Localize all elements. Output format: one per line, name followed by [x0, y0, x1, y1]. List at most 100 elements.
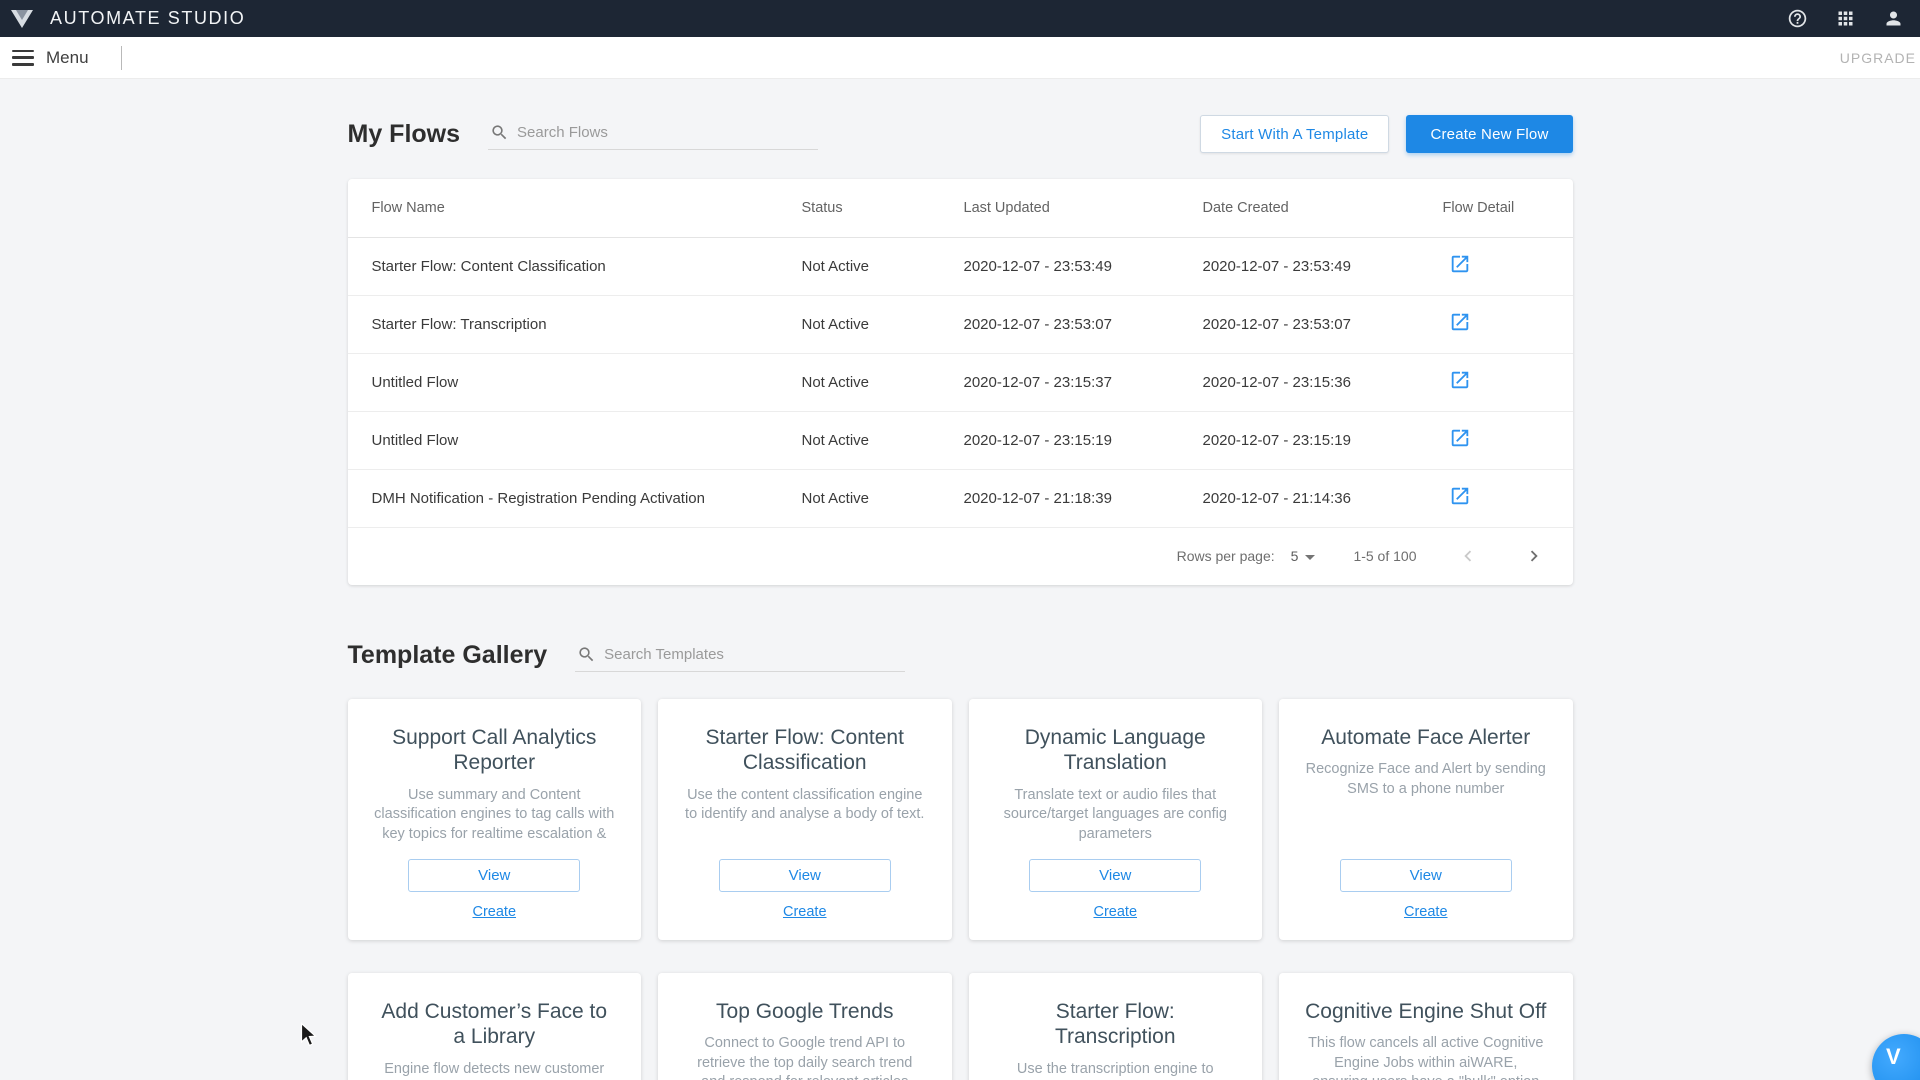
- flow-updated-cell: 2020-12-07 - 23:15:19: [939, 411, 1179, 470]
- text-caret: [120, 45, 122, 70]
- flow-created-cell: 2020-12-07 - 23:15:19: [1178, 411, 1419, 470]
- my-flows-header: My Flows Start With A Template Create Ne…: [348, 111, 1573, 157]
- template-card-title: Cognitive Engine Shut Off: [1305, 999, 1547, 1023]
- template-card-title: Starter Flow: Content Classification: [705, 725, 904, 775]
- open-flow-icon[interactable]: [1449, 311, 1471, 333]
- apps-grid-icon[interactable]: [1834, 8, 1856, 30]
- table-row: Starter Flow: Content Classification Not…: [347, 237, 1573, 296]
- search-icon: [579, 646, 594, 661]
- flow-created-cell: 2020-12-07 - 23:53:49: [1178, 237, 1419, 296]
- search-templates-field[interactable]: [575, 640, 906, 672]
- create-from-template-link[interactable]: Create: [782, 903, 827, 920]
- open-flow-icon[interactable]: [1449, 253, 1471, 275]
- template-card-description: This flow cancels all active Cognitive E…: [1308, 1035, 1544, 1080]
- start-with-template-button[interactable]: Start With A Template: [1200, 115, 1390, 153]
- rows-per-page-value: 5: [1290, 548, 1299, 564]
- menu-bar: Menu UPGRADE: [0, 37, 1920, 79]
- app-title: AUTOMATE STUDIO: [50, 8, 246, 28]
- template-card: Starter Flow: Transcription Use the tran…: [968, 972, 1262, 1080]
- help-icon[interactable]: [1786, 8, 1808, 30]
- column-flow-detail: Flow Detail: [1418, 179, 1573, 238]
- flow-name-cell: Starter Flow: Transcription: [347, 295, 778, 354]
- template-card-title: Top Google Trends: [716, 999, 894, 1023]
- flow-name-cell: Untitled Flow: [347, 353, 778, 412]
- chat-fab-button[interactable]: V: [1872, 1034, 1920, 1080]
- flow-status-cell: Not Active: [777, 237, 940, 296]
- previous-page-button[interactable]: [1453, 541, 1483, 571]
- template-card-description: Use the transcription engine to extract …: [1016, 1060, 1214, 1077]
- flow-detail-cell: [1418, 237, 1573, 296]
- chevron-left-icon: [1463, 550, 1471, 562]
- search-flows-field[interactable]: [488, 118, 819, 150]
- menu-label: Menu: [46, 47, 89, 67]
- mouse-cursor: [300, 1022, 320, 1053]
- view-template-button[interactable]: View: [1339, 858, 1512, 892]
- template-gallery-title: Template Gallery: [347, 641, 548, 669]
- menu-button[interactable]: Menu: [6, 44, 95, 72]
- pagination-bar: Rows per page: 5 1-5 of 100: [348, 528, 1573, 585]
- search-flows-input[interactable]: [517, 124, 817, 141]
- flows-table: Flow Name Status Last Updated Date Creat…: [347, 179, 1573, 528]
- column-flow-name: Flow Name: [347, 179, 778, 238]
- template-card: Top Google Trends Connect to Google tren…: [658, 972, 952, 1080]
- template-card-description: Translate text or audio files that sourc…: [1003, 786, 1227, 842]
- flows-table-body: Starter Flow: Content Classification Not…: [347, 237, 1573, 528]
- template-card-description: Use the content classification engine to…: [685, 786, 925, 823]
- table-row: Untitled Flow Not Active 2020-12-07 - 23…: [347, 353, 1573, 412]
- open-flow-icon[interactable]: [1449, 369, 1471, 391]
- column-status: Status: [777, 179, 940, 238]
- flow-updated-cell: 2020-12-07 - 23:53:49: [939, 237, 1179, 296]
- flow-status-cell: Not Active: [777, 353, 940, 412]
- flow-updated-cell: 2020-12-07 - 21:18:39: [939, 469, 1179, 528]
- hamburger-icon: [12, 49, 34, 66]
- template-gallery-grid: Support Call Analytics Reporter Use summ…: [347, 698, 1573, 1080]
- chevron-right-icon: [1530, 550, 1538, 562]
- open-flow-icon[interactable]: [1449, 427, 1471, 449]
- template-card: Dynamic Language Translation Translate t…: [968, 698, 1262, 940]
- flow-name-cell: Starter Flow: Content Classification: [347, 237, 778, 296]
- template-card: Starter Flow: Content Classification Use…: [658, 698, 952, 940]
- flow-name-cell: DMH Notification - Registration Pending …: [347, 469, 778, 528]
- template-card-title: Add Customer’s Face to a Library: [381, 999, 608, 1049]
- search-templates-input[interactable]: [604, 645, 904, 663]
- flow-status-cell: Not Active: [777, 469, 940, 528]
- flow-updated-cell: 2020-12-07 - 23:15:37: [939, 353, 1179, 412]
- flow-detail-cell: [1418, 469, 1573, 528]
- create-new-flow-button[interactable]: Create New Flow: [1406, 115, 1573, 153]
- flow-detail-cell: [1418, 353, 1573, 412]
- table-row: Starter Flow: Transcription Not Active 2…: [347, 295, 1573, 354]
- column-last-updated: Last Updated: [939, 179, 1179, 238]
- veritone-logo-icon: [10, 8, 34, 30]
- flow-detail-cell: [1418, 295, 1573, 354]
- flow-detail-cell: [1418, 411, 1573, 470]
- create-from-template-link[interactable]: Create: [472, 903, 517, 920]
- template-card-description: Recognize Face and Alert by sending SMS …: [1305, 761, 1546, 797]
- rows-per-page-select[interactable]: 5: [1291, 548, 1316, 564]
- template-card-title: Dynamic Language Translation: [1024, 725, 1206, 775]
- flows-table-card: Flow Name Status Last Updated Date Creat…: [347, 179, 1573, 585]
- user-account-icon[interactable]: [1882, 8, 1904, 30]
- flow-created-cell: 2020-12-07 - 23:53:07: [1178, 295, 1419, 354]
- flow-created-cell: 2020-12-07 - 21:14:36: [1178, 469, 1419, 528]
- column-date-created: Date Created: [1178, 179, 1419, 238]
- create-from-template-link[interactable]: Create: [1093, 903, 1138, 920]
- template-card-title: Support Call Analytics Reporter: [392, 725, 597, 775]
- flow-name-cell: Untitled Flow: [347, 411, 778, 470]
- template-card-description: Engine flow detects new customer face an…: [384, 1060, 605, 1077]
- template-card-description: Connect to Google trend API to retrieve …: [697, 1035, 913, 1080]
- view-template-button[interactable]: View: [1029, 858, 1202, 892]
- view-template-button[interactable]: View: [718, 858, 891, 892]
- table-row: Untitled Flow Not Active 2020-12-07 - 23…: [347, 411, 1573, 470]
- flow-status-cell: Not Active: [777, 295, 940, 354]
- chevron-down-icon: [1305, 554, 1316, 560]
- view-template-button[interactable]: View: [408, 858, 581, 892]
- next-page-button[interactable]: [1519, 541, 1549, 571]
- my-flows-title: My Flows: [347, 119, 461, 148]
- open-flow-icon[interactable]: [1449, 485, 1471, 507]
- template-card: Automate Face Alerter Recognize Face and…: [1279, 698, 1573, 940]
- flow-updated-cell: 2020-12-07 - 23:53:07: [939, 295, 1179, 354]
- rows-per-page-label: Rows per page:: [1176, 548, 1275, 564]
- create-from-template-link[interactable]: Create: [1403, 903, 1448, 920]
- upgrade-button[interactable]: UPGRADE: [1839, 49, 1916, 66]
- template-card: Add Customer’s Face to a Library Engine …: [347, 972, 641, 1080]
